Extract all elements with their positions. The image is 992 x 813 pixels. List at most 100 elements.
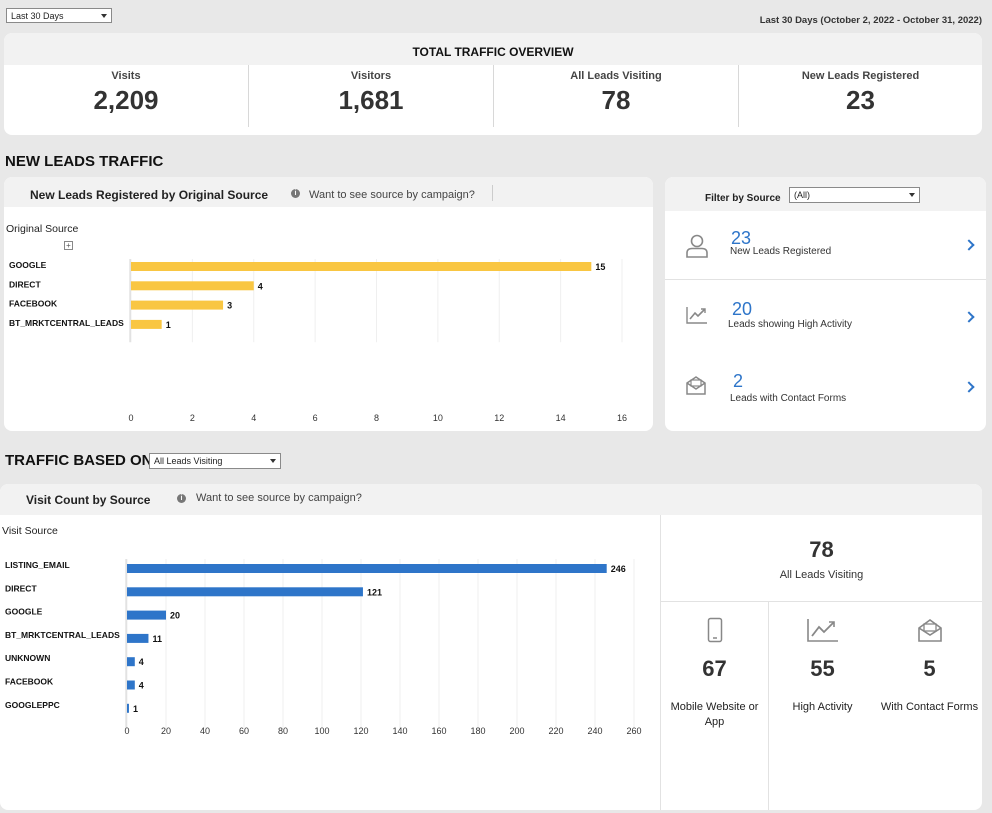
chevron-right-icon[interactable] xyxy=(963,311,975,323)
bar-value-label: 15 xyxy=(595,262,605,272)
breakdown-label: High Activity xyxy=(792,701,853,713)
bar[interactable] xyxy=(127,680,135,690)
x-tick-label: 220 xyxy=(548,726,563,736)
stat-contact-forms-row[interactable]: 2 Leads with Contact Forms xyxy=(665,359,986,429)
filter-label: Filter by Source xyxy=(705,193,781,204)
bar[interactable] xyxy=(131,262,592,271)
info-icon[interactable]: i xyxy=(177,494,186,503)
header-divider xyxy=(492,185,493,201)
row-divider xyxy=(661,601,982,602)
x-tick-label: 4 xyxy=(251,413,256,423)
traffic-basis-select[interactable]: All Leads Visiting xyxy=(149,453,281,469)
chevron-down-icon xyxy=(101,13,107,18)
row-divider xyxy=(665,279,986,280)
category-label[interactable]: DIRECT xyxy=(5,583,37,593)
bar-value-label: 121 xyxy=(367,587,382,597)
x-tick-label: 160 xyxy=(431,726,446,736)
category-label[interactable]: LISTING_EMAIL xyxy=(5,560,70,570)
x-tick-label: 20 xyxy=(161,726,171,736)
info-icon[interactable]: i xyxy=(291,189,300,198)
source-filter-value: (All) xyxy=(794,190,810,200)
category-label[interactable]: BT_MRKTCENTRAL_LEADS xyxy=(9,318,124,328)
breakdown-label: With Contact Forms xyxy=(880,701,979,713)
total-leads-label: All Leads Visiting xyxy=(779,569,864,581)
breakdown-value: 5 xyxy=(923,656,936,681)
kpi-value: 2,209 xyxy=(93,85,159,115)
campaign-hint-link[interactable]: Want to see source by campaign? xyxy=(309,189,475,201)
bar-value-label: 4 xyxy=(258,281,263,291)
breakdown-mobile: 67 Mobile Website or App xyxy=(661,602,768,810)
new-leads-chart-card: New Leads Registered by Original Source … xyxy=(4,177,653,431)
bar-value-label: 4 xyxy=(139,681,144,691)
breakdown-high-activity: 55 High Activity xyxy=(769,602,876,810)
bar[interactable] xyxy=(127,610,166,620)
x-tick-label: 200 xyxy=(509,726,524,736)
category-label[interactable]: BT_MRKTCENTRAL_LEADS xyxy=(5,630,120,640)
bar[interactable] xyxy=(131,319,162,329)
stat-new-leads-row[interactable]: 23 New Leads Registered xyxy=(665,211,986,281)
bar-value-label: 3 xyxy=(227,301,232,311)
stat-label: Leads with Contact Forms xyxy=(730,393,847,404)
stat-label: New Leads Registered xyxy=(730,246,832,257)
bar[interactable] xyxy=(127,657,135,667)
expand-icon[interactable]: + xyxy=(64,241,73,250)
visit-count-title: Visit Count by Source xyxy=(26,493,151,507)
column-divider xyxy=(768,602,769,810)
x-tick-label: 260 xyxy=(626,726,641,736)
category-label[interactable]: GOOGLEPPC xyxy=(5,700,60,710)
kpi-visits: Visits 2,209 xyxy=(4,65,248,127)
total-leads-value: 78 xyxy=(809,537,834,562)
visit-source-header: Visit Source xyxy=(2,525,58,537)
kpi-all-leads: All Leads Visiting 78 xyxy=(494,65,738,127)
bar[interactable] xyxy=(127,564,607,573)
chevron-down-icon xyxy=(270,459,276,463)
category-label[interactable]: FACEBOOK xyxy=(9,299,58,309)
chevron-right-icon[interactable] xyxy=(963,239,975,251)
kpi-value: 1,681 xyxy=(338,85,404,115)
stat-high-activity-row[interactable]: 20 Leads showing High Activity xyxy=(665,285,986,355)
breakdown-value: 67 xyxy=(702,656,727,681)
trend-icon xyxy=(806,619,838,642)
kpi-label: New Leads Registered xyxy=(801,70,920,82)
category-label[interactable]: UNKNOWN xyxy=(5,653,50,663)
kpi-visitors: Visitors 1,681 xyxy=(249,65,493,127)
breakdown-value: 55 xyxy=(810,656,835,681)
bar-value-label: 1 xyxy=(133,704,138,714)
envelope-icon xyxy=(917,619,942,642)
x-tick-label: 100 xyxy=(314,726,329,736)
chevron-right-icon[interactable] xyxy=(963,381,975,393)
original-source-header: Original Source xyxy=(6,223,79,235)
bar[interactable] xyxy=(127,587,363,597)
stat-label: Leads showing High Activity xyxy=(728,319,852,330)
visit-count-card: Visit Count by Source i Want to see sour… xyxy=(0,484,982,810)
category-label[interactable]: GOOGLE xyxy=(5,607,43,617)
date-range-select[interactable]: Last 30 Days xyxy=(6,8,112,23)
category-label[interactable]: DIRECT xyxy=(9,279,41,289)
kpi-divider xyxy=(738,65,739,127)
bar[interactable] xyxy=(127,703,129,713)
x-tick-label: 0 xyxy=(124,726,129,736)
stat-value: 2 xyxy=(733,371,744,391)
x-tick-label: 0 xyxy=(128,413,133,423)
date-range-value: Last 30 Days xyxy=(11,10,64,21)
x-tick-label: 2 xyxy=(190,413,195,423)
bar[interactable] xyxy=(131,300,224,310)
visit-count-bar-chart: 0 20 40 60 80 100 120 140 160 180 200 220 240 260LIST… xyxy=(5,559,642,736)
x-tick-label: 14 xyxy=(556,413,566,423)
category-label[interactable]: GOOGLE xyxy=(9,260,47,270)
x-tick-label: 180 xyxy=(470,726,485,736)
filter-by-source-card: Filter by Source (All) 23 New Leads Regi… xyxy=(665,177,986,431)
x-tick-label: 140 xyxy=(392,726,407,736)
x-tick-label: 80 xyxy=(278,726,288,736)
campaign-hint-link[interactable]: Want to see source by campaign? xyxy=(196,492,362,504)
traffic-overview-card: TOTAL TRAFFIC OVERVIEW Visits 2,209 Visi… xyxy=(4,33,982,135)
mobile-icon xyxy=(707,617,722,643)
visit-count-header: Visit Count by Source i Want to see sour… xyxy=(0,484,982,515)
bar[interactable] xyxy=(127,633,149,643)
category-label[interactable]: FACEBOOK xyxy=(5,677,54,687)
new-leads-bar-chart: 0 2 4 6 8 10 12 14 16 GOOGLE 15 DIRECT 4 FACEBOOK 3 BT_… xyxy=(9,259,627,423)
overview-title: TOTAL TRAFFIC OVERVIEW xyxy=(412,45,574,59)
bar[interactable] xyxy=(131,281,254,291)
source-filter-select[interactable]: (All) xyxy=(789,187,920,203)
chevron-down-icon xyxy=(909,193,915,197)
